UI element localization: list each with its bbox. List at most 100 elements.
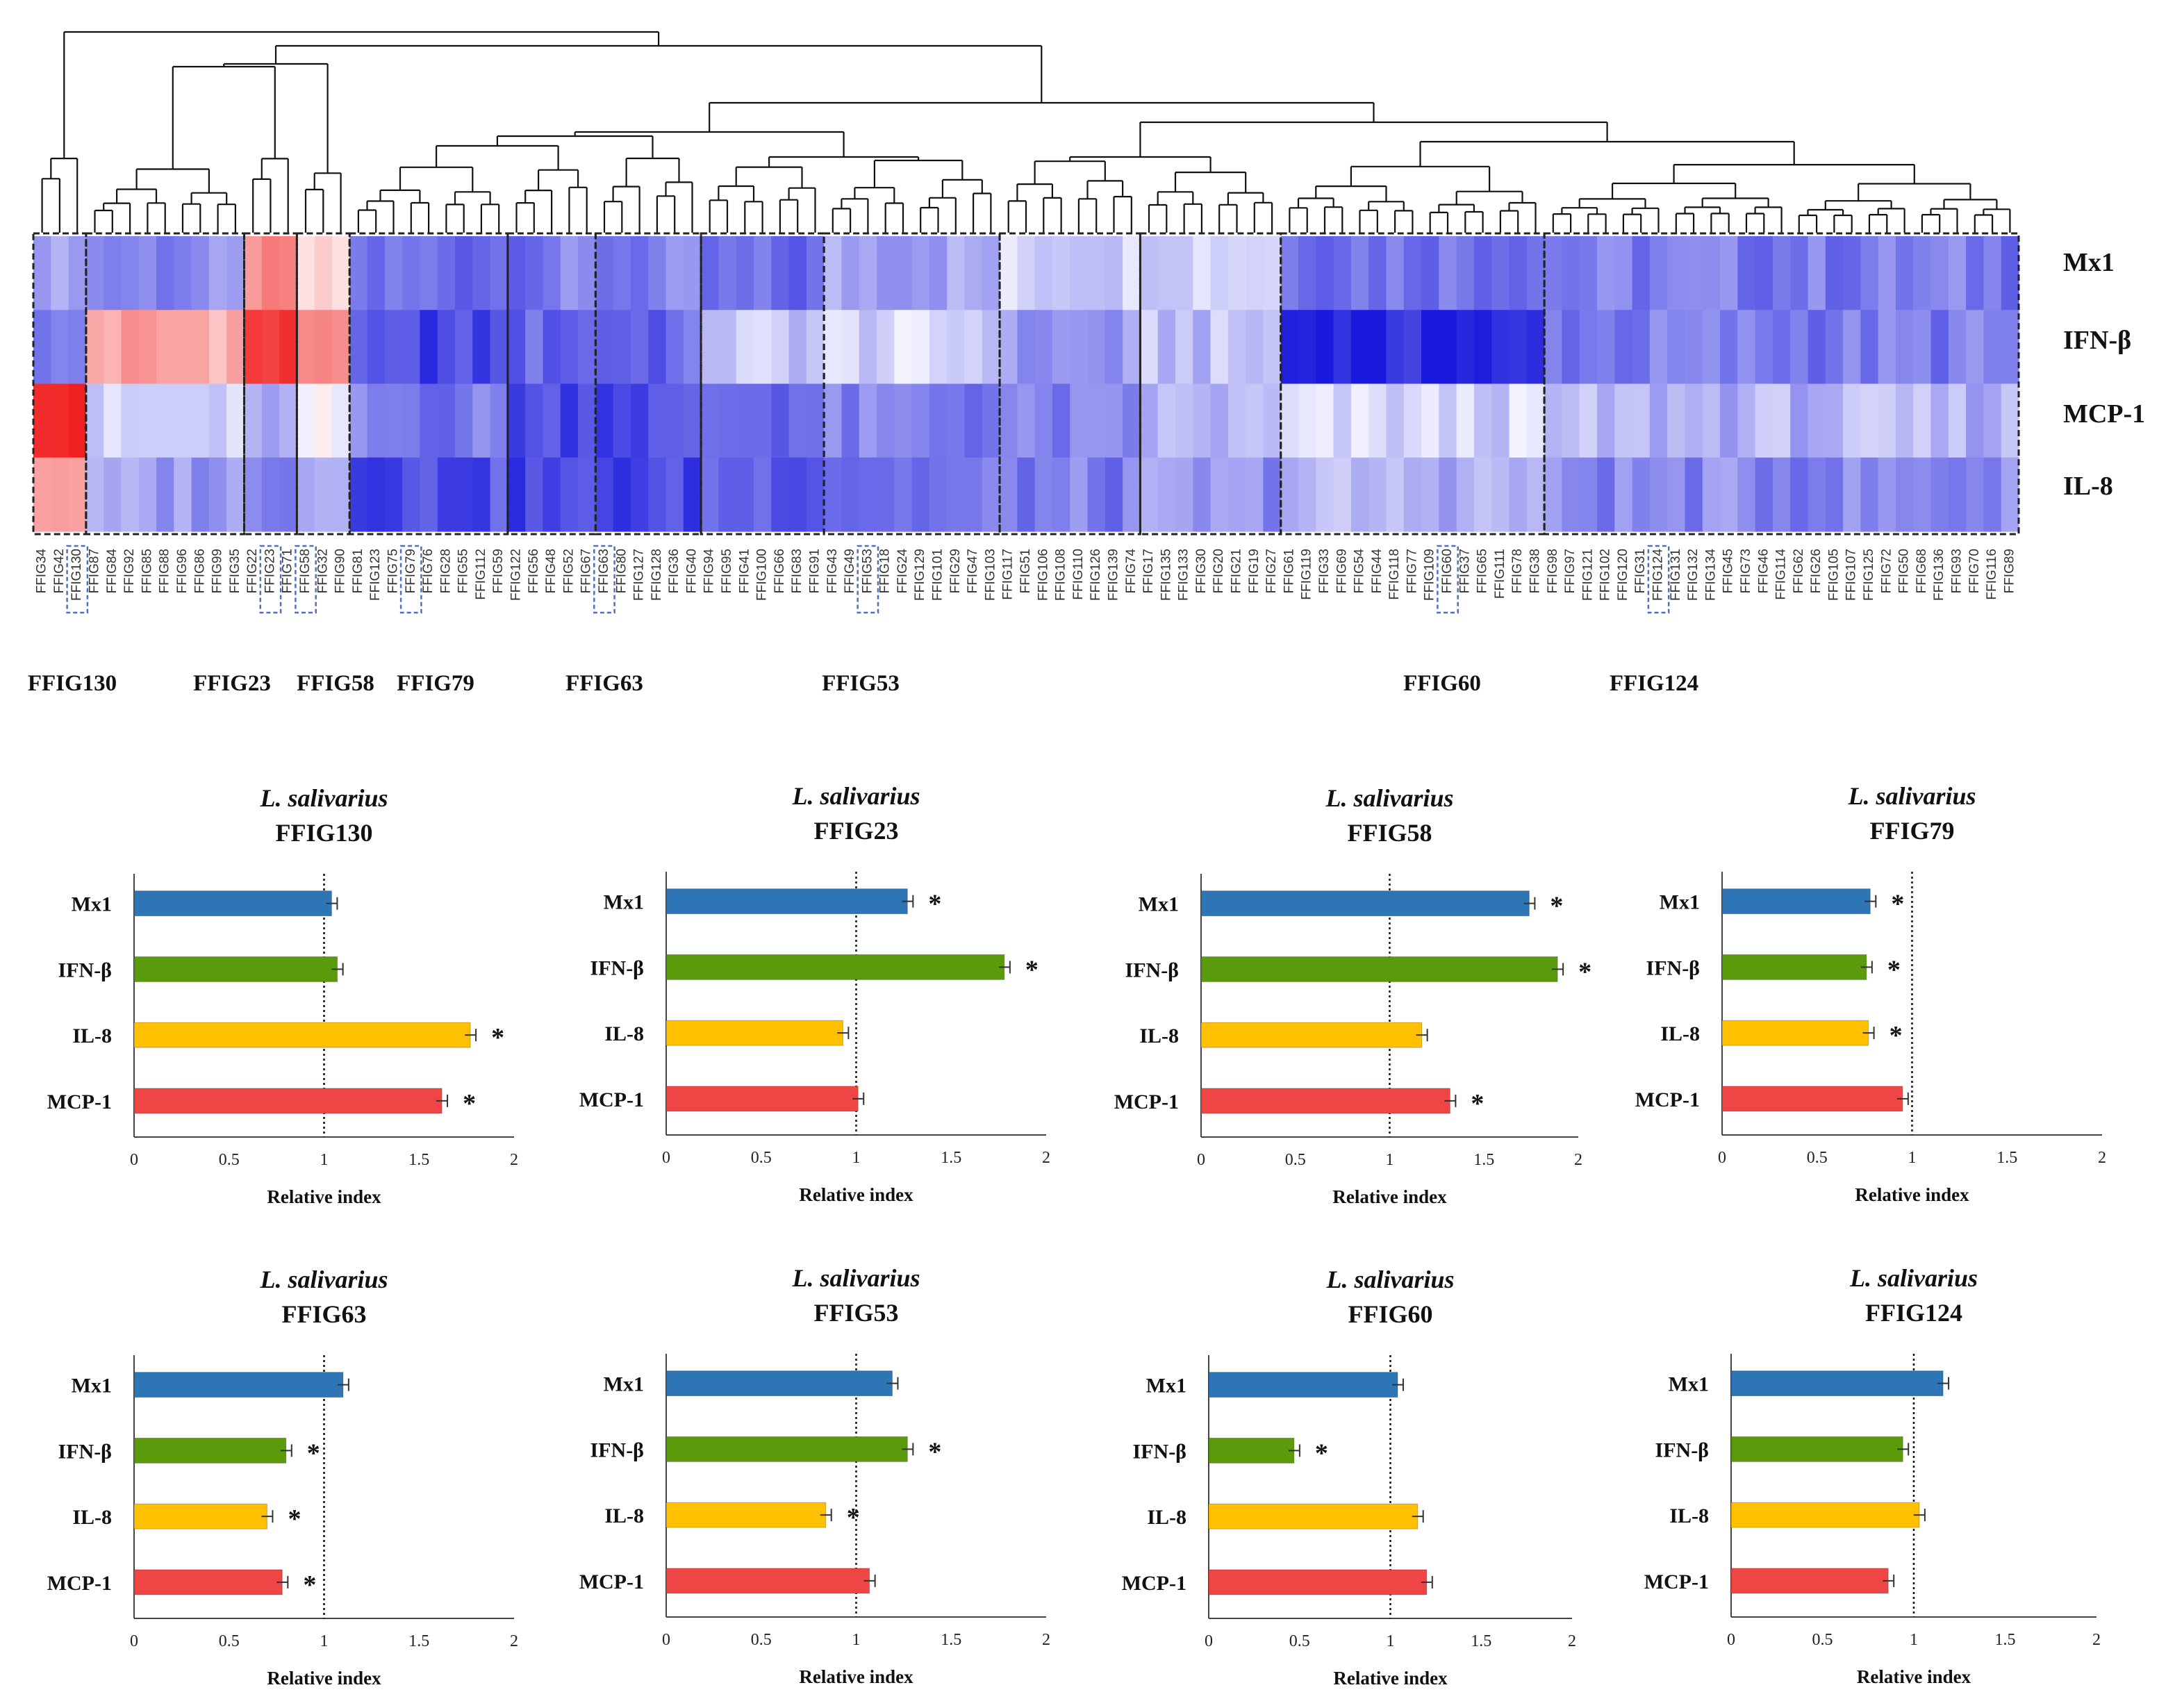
heat-cell [788, 457, 807, 532]
heat-cell [1948, 236, 1967, 310]
heat-cell [683, 457, 702, 532]
heat-cell [1246, 310, 1264, 385]
x-tick-label: 2 [1042, 1149, 1050, 1167]
category-label: MCP-1 [47, 1091, 112, 1113]
heat-cell [490, 383, 508, 458]
category-label: MCP-1 [1644, 1570, 1709, 1593]
highlight-box [259, 545, 282, 614]
heat-cell [1966, 310, 1985, 385]
strain-label: FFIG47 [966, 549, 980, 593]
heat-cell [683, 383, 702, 458]
x-tick-label: 0.5 [751, 1631, 772, 1649]
chart-title-strain: FFIG79 [1870, 817, 1955, 845]
x-tick-label: 2 [510, 1151, 518, 1169]
bar [133, 1372, 344, 1398]
heat-cell [1491, 457, 1510, 532]
heat-cell [1825, 383, 1844, 458]
significance-marker: * [491, 1023, 504, 1052]
heat-cell [208, 236, 227, 310]
bar [133, 1022, 471, 1048]
strain-label: FFIG121 [1580, 549, 1595, 601]
heat-cell [595, 310, 614, 385]
category-label: IFN-β [590, 1438, 644, 1461]
heat-cell [68, 457, 87, 532]
strain-label: FFIG32 [315, 549, 330, 593]
heat-cell [507, 310, 526, 385]
heat-cell [1017, 383, 1036, 458]
heat-cell [1878, 457, 1896, 532]
x-tick-label: 0.5 [1812, 1631, 1833, 1649]
heat-cell [1350, 310, 1369, 385]
x-tick-label: 1.5 [1471, 1632, 1491, 1650]
heat-cell [771, 236, 790, 310]
significance-marker: * [1891, 890, 1904, 919]
cluster-label: FFIG124 [1610, 671, 1698, 696]
cluster-box [1139, 232, 1282, 536]
heat-cell [1895, 236, 1914, 310]
strain-label: FFIG93 [1950, 549, 1965, 593]
heat-cell [1070, 236, 1089, 310]
x-tick-label: 1 [1910, 1631, 1918, 1649]
heat-cell [1386, 383, 1405, 458]
strain-label: FFIG67 [579, 549, 594, 593]
strain-label: FFIG18 [878, 549, 893, 593]
heat-cell [51, 383, 69, 458]
strain-label: FFIG78 [1510, 549, 1525, 593]
significance-marker: * [928, 890, 941, 919]
heat-cell [665, 236, 684, 310]
heat-cell [894, 310, 913, 385]
heat-cell [1966, 457, 1985, 532]
heat-cell [1808, 383, 1826, 458]
heat-cell [331, 457, 350, 532]
heat-cell [947, 383, 966, 458]
heat-cell [1280, 383, 1299, 458]
heat-cell [85, 457, 104, 532]
heat-cell [51, 310, 69, 385]
x-tick-label: 1 [1908, 1149, 1917, 1167]
cluster-box [348, 232, 509, 536]
category-label: IFN-β [590, 956, 644, 979]
bar [1721, 888, 1871, 915]
heat-cell [472, 457, 491, 532]
heat-cell [2001, 310, 2019, 385]
category-label: IL-8 [1669, 1504, 1709, 1527]
cluster-box [1280, 232, 1546, 536]
heat-cell [1878, 383, 1896, 458]
heat-cell [1526, 236, 1545, 310]
heat-cell [51, 236, 69, 310]
category-label: Mx1 [72, 1375, 112, 1398]
heat-cell [1579, 236, 1598, 310]
heat-cell [420, 383, 438, 458]
cluster-label: FFIG53 [822, 671, 900, 696]
bar [133, 1437, 287, 1464]
x-tick-label: 2 [1568, 1632, 1576, 1650]
heat-cell [894, 457, 913, 532]
heat-cell [1210, 383, 1229, 458]
bar-chart: L. salivarius FFIG79 0 0.5 1 1.5 2 Relative ind… [1635, 782, 2106, 1205]
heat-cell [1632, 236, 1651, 310]
heat-cell [455, 383, 473, 458]
heat-cell [1175, 310, 1193, 385]
heat-cell [1913, 310, 1932, 385]
x-tick-label: 1 [320, 1632, 329, 1650]
x-axis-label: Relative index [1855, 1184, 1969, 1205]
strain-label: FFIG80 [614, 549, 629, 593]
heat-cell [806, 310, 825, 385]
heat-cell [156, 236, 174, 310]
heat-cell [331, 383, 350, 458]
x-tick-label: 1 [1386, 1151, 1394, 1169]
significance-marker: * [307, 1438, 320, 1468]
heat-cell [1368, 383, 1387, 458]
heat-cell [560, 310, 579, 385]
heatmap-row-label: IFN-β [2063, 326, 2131, 355]
strain-label: FFIG38 [1528, 549, 1543, 593]
heat-cell [402, 236, 421, 310]
heat-cell [1649, 236, 1668, 310]
heat-cell [33, 457, 51, 532]
chart-title-strain: FFIG130 [276, 819, 373, 847]
strain-label: FFIG17 [1141, 549, 1156, 593]
heat-cell [1491, 310, 1510, 385]
strain-label: FFIG77 [1405, 549, 1419, 593]
bar [1200, 1088, 1450, 1114]
heat-cell [507, 457, 526, 532]
